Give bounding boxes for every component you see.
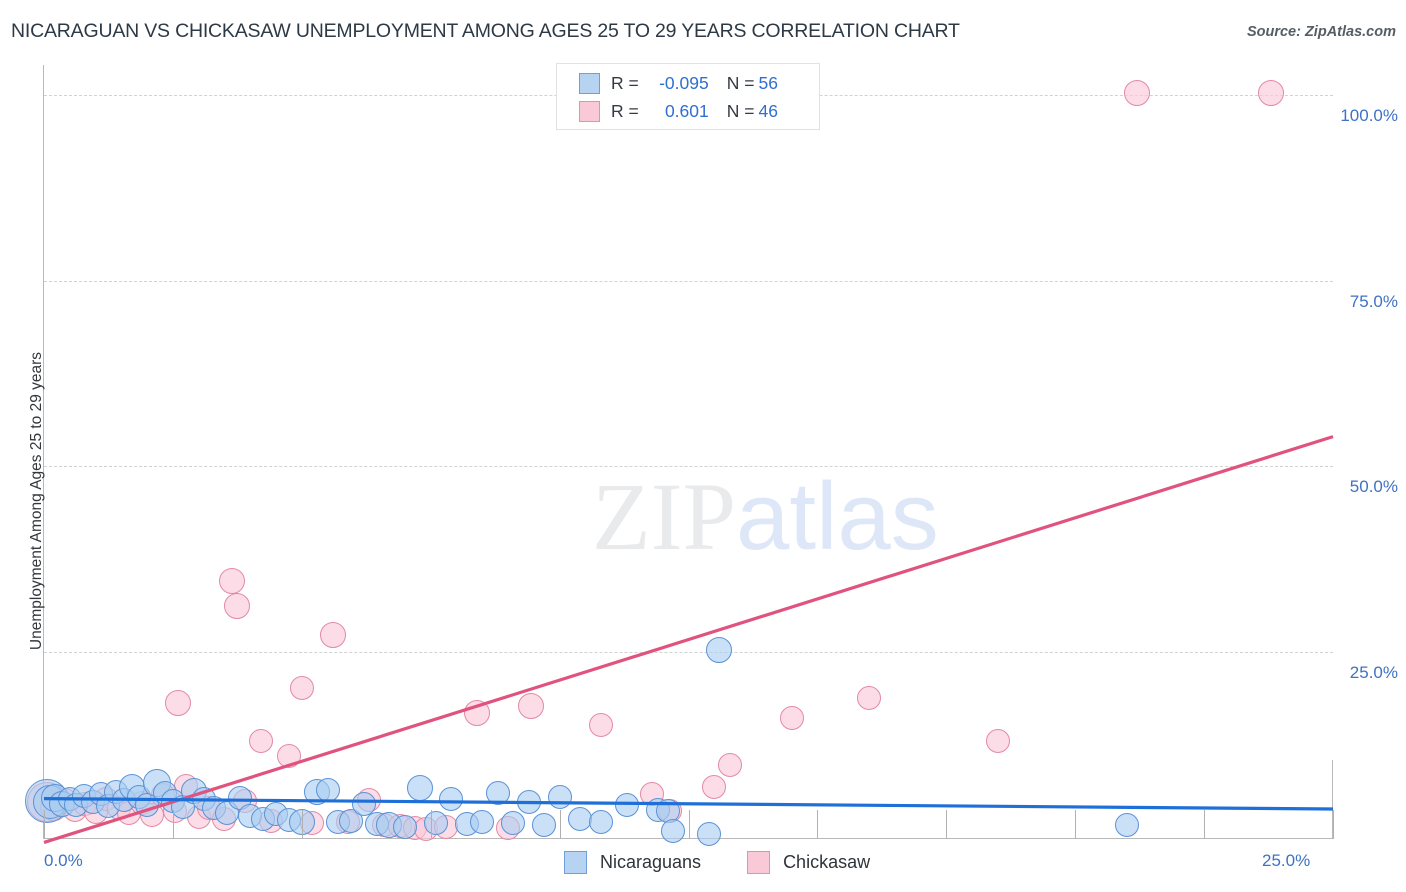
- legend-swatch-nicaraguans-icon: [579, 72, 600, 94]
- plot-right-edge: [1332, 760, 1333, 839]
- scatter-point-nic: [470, 809, 495, 834]
- x-axis-tick: [817, 810, 819, 838]
- scatter-point-chi: [702, 774, 727, 799]
- legend-item-nicaraguans[interactable]: Nicaraguans: [564, 851, 701, 874]
- scatter-point-nic: [351, 791, 376, 816]
- trendlines: [43, 435, 1334, 844]
- scatter-point-chi: [1124, 79, 1151, 106]
- y-axis-title: Unemployment Among Ages 25 to 29 years: [28, 351, 45, 651]
- scatter-point-chi: [588, 713, 613, 738]
- trendline-chickasaw: [43, 435, 1334, 844]
- series-legend: Nicaraguans Chickasaw: [564, 851, 870, 874]
- scatter-point-chi: [779, 705, 804, 730]
- scatter-point-nic: [315, 778, 340, 803]
- stats-n-label-nicaraguans: N =: [726, 72, 755, 93]
- stats-r-value-chickasaw: 0.601: [664, 100, 709, 121]
- legend-marker-nicaraguans-icon: [564, 851, 587, 874]
- x-axis-line: [43, 838, 1334, 839]
- scatter-point-nic: [439, 786, 464, 811]
- x-axis-tick: [946, 810, 948, 838]
- stats-n-label-chickasaw: N =: [726, 100, 755, 121]
- stats-n-value-chickasaw: 46: [758, 100, 778, 121]
- stats-r-label-nicaraguans: R =: [611, 72, 639, 93]
- legend-swatch-chickasaw-icon: [579, 100, 600, 122]
- y-axis-tick-label: 25.0%: [1349, 663, 1398, 683]
- stats-row-nicaraguans: R = -0.095 N = 56: [579, 69, 819, 97]
- correlation-stats-box: R = -0.095 N = 56 R = 0.601 N = 46: [556, 63, 820, 130]
- legend-label-nicaraguans: Nicaraguans: [600, 852, 702, 872]
- x-axis-tick: [301, 810, 303, 838]
- scatter-point-nic: [532, 812, 557, 837]
- scatter-point-nic: [568, 807, 593, 832]
- x-axis-tick: [559, 810, 561, 838]
- y-axis-line: [43, 65, 44, 839]
- x-axis-tick: [44, 810, 45, 838]
- scatter-point-nic: [392, 814, 417, 839]
- x-axis-tick: [1333, 810, 1334, 838]
- scatter-point-chi: [985, 728, 1010, 753]
- x-axis-tick: [688, 810, 690, 838]
- stats-r-value-nicaraguans: -0.095: [659, 72, 709, 93]
- y-axis-tick-label: 75.0%: [1349, 291, 1398, 311]
- x-axis-tick: [172, 810, 174, 838]
- scatter-point-nic: [501, 811, 526, 836]
- scatter-point-chi: [319, 622, 346, 649]
- scatter-point-nic: [588, 809, 613, 834]
- x-axis-tick: [1075, 810, 1077, 838]
- scatter-point-nic: [423, 811, 448, 836]
- scatter-point-chi: [224, 593, 251, 620]
- scatter-point-nic: [661, 818, 686, 843]
- scatter-point-nic: [1114, 812, 1139, 837]
- x-axis-tick: [1204, 810, 1206, 838]
- trendline-nicaraguans: [43, 797, 1334, 811]
- scatter-point-nic: [697, 821, 722, 846]
- scatter-point-chi: [1258, 79, 1285, 106]
- legend-marker-chickasaw-icon: [747, 851, 771, 874]
- gridline: [44, 280, 1333, 282]
- stats-r-label-chickasaw: R =: [611, 100, 639, 121]
- scatter-point-chi: [717, 753, 742, 778]
- scatter-point-chi: [248, 729, 273, 754]
- scatter-point-nic: [547, 785, 572, 810]
- scatter-point-chi: [165, 689, 192, 716]
- scatter-point-nic: [706, 636, 733, 663]
- scatter-point-chi: [856, 685, 881, 710]
- source-label: Source: ZipAtlas.com: [1246, 24, 1396, 40]
- x-axis-label-min: 0.0%: [44, 851, 83, 870]
- page-title: NICARAGUAN VS CHICKASAW UNEMPLOYMENT AMO…: [11, 20, 960, 42]
- legend-item-chickasaw[interactable]: Chickasaw: [747, 851, 870, 874]
- scatter-point-chi: [289, 675, 314, 700]
- scatter-point-chi: [518, 693, 545, 720]
- x-axis-tick: [430, 810, 432, 838]
- y-axis-tick-label: 50.0%: [1349, 477, 1398, 497]
- x-axis-label-max: 25.0%: [1262, 851, 1311, 870]
- stats-row-chickasaw: R = 0.601 N = 46: [579, 97, 819, 125]
- legend-label-chickasaw: Chickasaw: [783, 852, 871, 872]
- stats-n-value-nicaraguans: 56: [758, 72, 778, 93]
- plot-area: ZIPatlas: [24, 65, 1334, 846]
- gridline: [44, 466, 1333, 468]
- gridline: [44, 652, 1333, 654]
- y-axis-tick-label: 100.0%: [1340, 105, 1398, 125]
